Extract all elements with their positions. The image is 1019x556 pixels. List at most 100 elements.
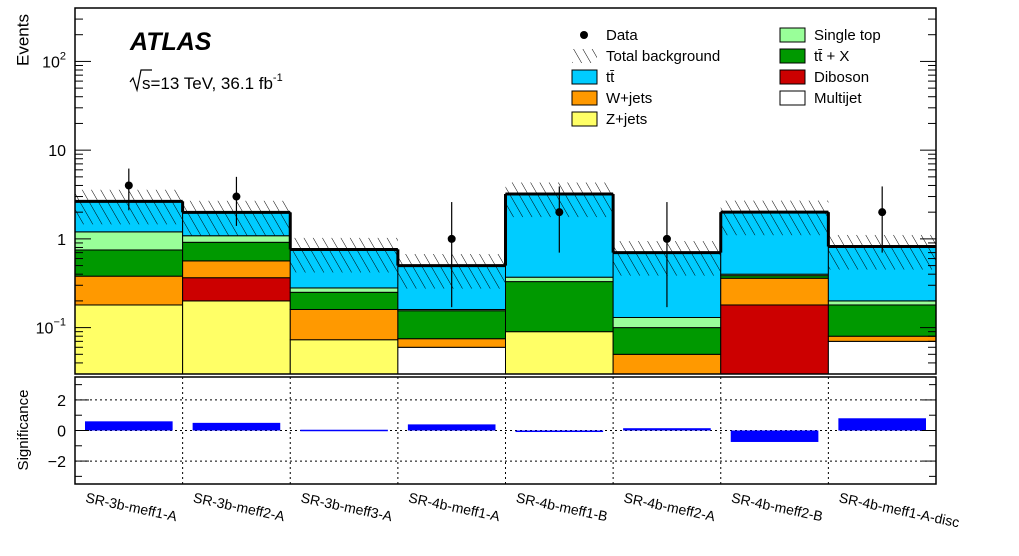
x-tick-label: SR-3b-meff3-A [299,489,394,524]
stack-segment [289,308,399,341]
significance-y-axis: 2 0 −2 [48,384,936,477]
stack-segment [827,300,937,306]
stack-segment [827,304,937,337]
significance-bar [300,429,388,432]
legend-entry-marker [572,49,597,63]
legend-entry-label: Data [606,27,638,44]
data-point [447,234,456,243]
uncertainty-band [720,200,829,236]
stack-segment [74,304,184,375]
legend-entry-label: Total background [606,48,720,65]
y-tick-label-exponent: −1 [53,317,66,329]
significance-bar [730,430,819,442]
stack-segment [397,346,506,375]
stack-segment [289,291,399,310]
legend-entry-label: Multijet [814,90,862,107]
stack-segment [505,281,614,333]
legend-entry-label: Diboson [814,69,869,86]
y-tick-label-exponent: 2 [60,50,66,62]
atlas-label: ATLAS [129,28,212,56]
legend-entry-label: Z+jets [606,111,647,128]
energy-text: s=13 TeV, 36.1 fb [142,74,273,93]
significance-bar [85,421,173,431]
significance-y-tick-label: 0 [57,424,66,441]
legend: Data Total background tt̄ W+jets Z+jets Singl… [571,27,881,128]
stack-segment [612,327,722,355]
y-tick-label: 10 [48,143,66,160]
y-tick-label-base: 1 [57,232,66,249]
x-tick-label: SR-3b-meff1-A [84,489,179,524]
x-tick-label: SR-4b-meff2-A [622,489,717,524]
legend-entry-marker [571,90,598,106]
y-axis-label: Events [13,14,32,66]
stack-segment [827,335,937,342]
stack-segment [505,331,614,375]
svg-text:s=13 TeV, 36.1 fb-1: s=13 TeV, 36.1 fb-1 [142,72,283,93]
data-point [232,192,241,201]
legend-entry-marker [779,69,806,85]
y-tick-label: 1 [57,232,66,249]
legend-entry-marker [779,27,806,43]
stack-segment [397,310,506,340]
x-tick-label: SR-4b-meff1-A-disc [838,489,961,530]
significance-bar [623,428,711,431]
significance-bars [85,418,926,442]
stack-segment [289,339,399,375]
stack-segment [182,241,291,262]
data-point [662,234,671,243]
stack-segment [827,340,937,375]
x-tick-label: SR-4b-meff1-A [407,489,502,524]
y-tick-label: 10−1 [36,317,66,338]
legend-entry-marker [580,31,588,39]
uncertainty-band [290,237,398,273]
legend-entry-label: W+jets [606,90,652,107]
significance-label: Significance [15,390,32,471]
legend-entry-marker [571,69,598,85]
stack-segment [612,316,722,329]
stack-segment [397,338,506,348]
stack-segment [720,304,829,375]
stack-segment [74,275,184,306]
y-tick-label-base: 10 [42,54,60,71]
x-tick-label: SR-3b-meff2-A [192,489,287,524]
stack-segment [612,353,722,375]
stack-segment [289,287,399,293]
significance-bar [192,422,281,431]
significance-y-tick-label: −2 [48,454,66,471]
data-point [555,208,564,217]
y-tick-label: 102 [42,50,66,71]
stack-segment [74,231,184,251]
energy-lumi-label: s=13 TeV, 36.1 fb-1 [129,69,283,93]
sqrt-symbol [129,69,152,93]
data-point [878,208,887,217]
significance-bar [407,424,496,431]
stack-segment [182,300,291,375]
data-points [124,168,887,308]
legend-entry-marker [779,48,806,64]
significance-grid [75,377,936,484]
stack-segment [720,277,829,306]
stack-segment [505,276,614,283]
legend-entry-marker [779,90,806,106]
significance-bar [838,418,926,431]
y-tick-label-base: 10 [48,143,66,160]
legend-entry-label: Single top [814,27,881,44]
x-tick-label: SR-4b-meff2-B [730,489,824,524]
stack-segment [182,260,291,279]
y-tick-label-base: 10 [36,321,54,338]
legend-entry-label: tt̄ [606,69,615,86]
stack-segment [182,277,291,302]
significance-bar [515,430,604,433]
main-frame [74,7,937,375]
stacked-bars [74,193,937,375]
lumi-superscript: -1 [273,72,283,84]
stack-segment [74,249,184,277]
x-tick-labels: SR-3b-meff1-A SR-3b-meff2-A SR-3b-meff3-A S… [84,489,961,530]
data-point [124,181,133,190]
legend-entry-label: tt̄ + X [814,48,849,65]
significance-y-tick-label: 2 [57,393,66,410]
legend-entry-marker [571,111,598,127]
x-tick-label: SR-4b-meff1-B [515,489,609,524]
